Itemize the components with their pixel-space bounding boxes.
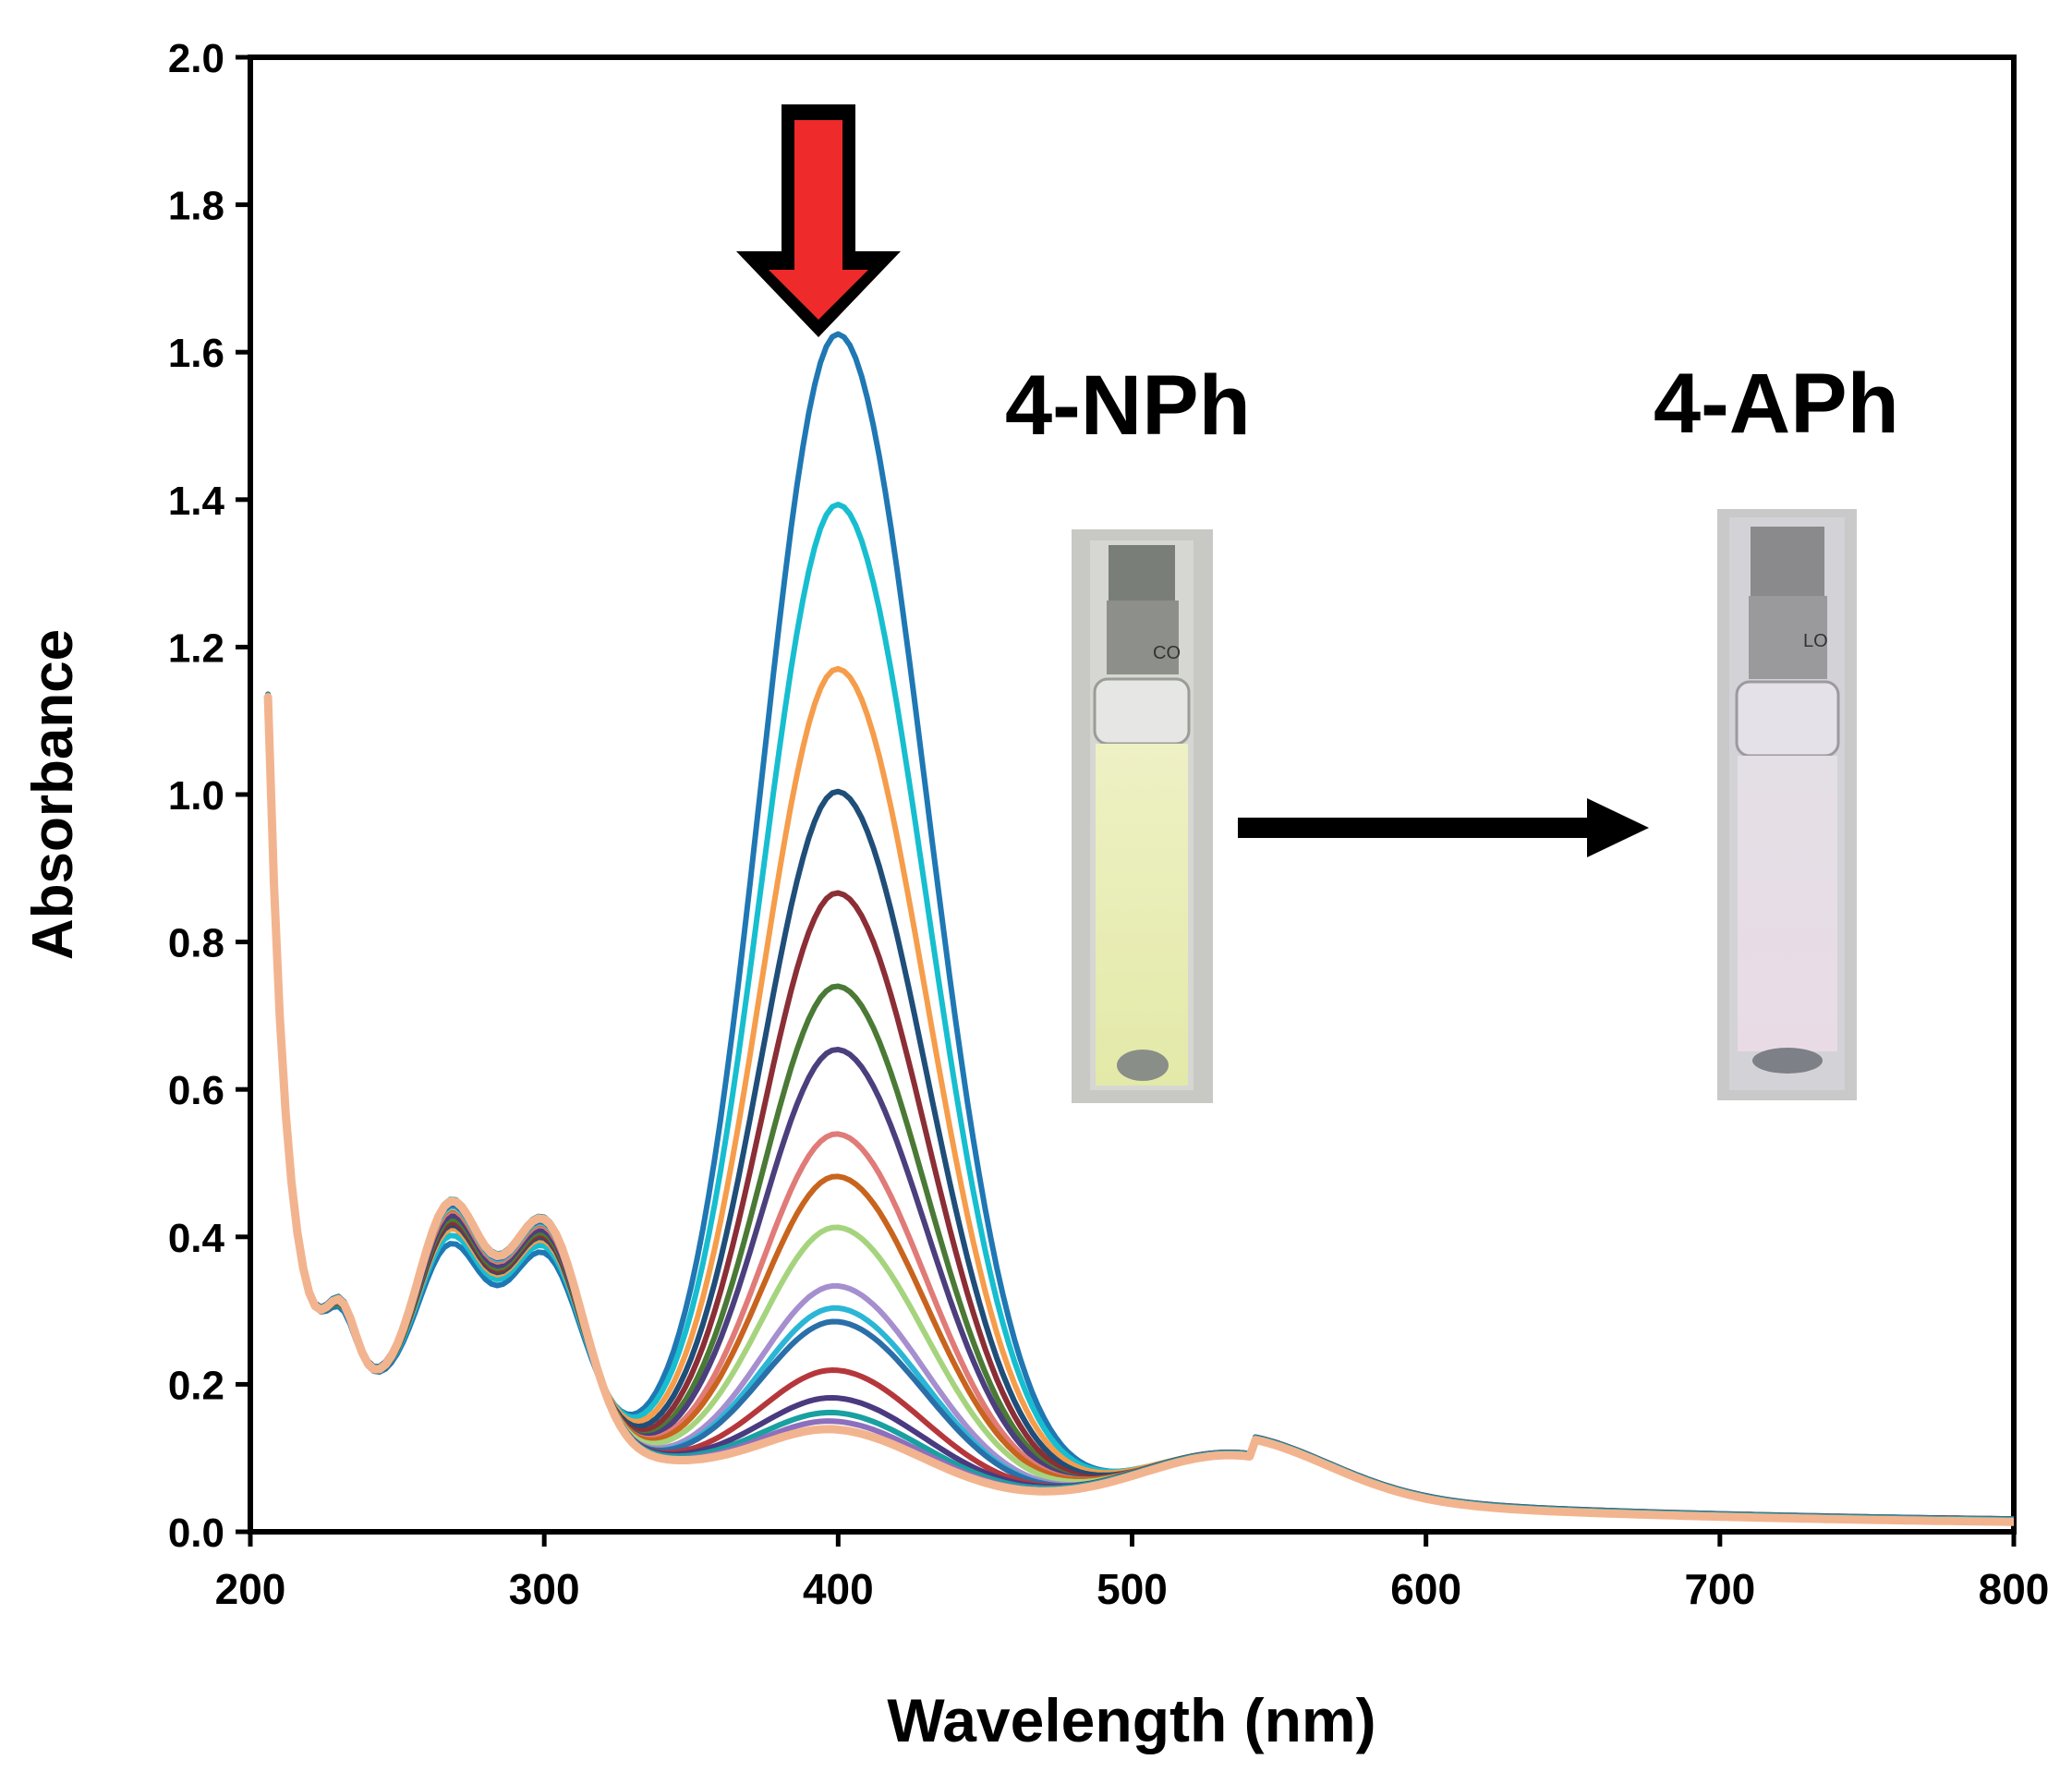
y-tick-label: 0.4 (168, 1216, 225, 1261)
x-tick-label: 300 (509, 1565, 580, 1613)
y-axis-ticks: 0.0 0.2 0.4 0.6 0.8 1.0 1.2 1.4 1.6 1.8 2.0 (168, 36, 250, 1556)
x-axis-ticks: 200 300 400 500 600 700 800 (215, 1532, 2050, 1613)
x-axis-title: Wavelength (nm) (887, 1686, 1375, 1754)
y-tick-label: 0.8 (168, 921, 224, 966)
y-tick-label: 2.0 (168, 36, 224, 81)
cuvette-4-nph-image: CO (1072, 529, 1213, 1103)
x-tick-label: 800 (1979, 1565, 2050, 1613)
decrease-arrow-icon (736, 104, 901, 337)
label-4-aph: 4-APh (1654, 357, 1899, 451)
y-tick-label: 0.0 (168, 1511, 224, 1556)
cuvette-4-aph-mark: LO (1803, 631, 1828, 651)
x-tick-label: 400 (803, 1565, 874, 1613)
x-tick-label: 700 (1684, 1565, 1755, 1613)
conversion-arrow-icon (1238, 798, 1649, 857)
spectrum-series-18 (263, 693, 2014, 1526)
y-tick-label: 1.8 (168, 184, 224, 229)
y-axis-title: Absorbance (21, 629, 85, 960)
spectra-series-group (263, 331, 2014, 1526)
y-tick-label: 0.2 (168, 1363, 224, 1408)
label-4-nph: 4-NPh (1005, 358, 1251, 453)
y-tick-label: 1.6 (168, 331, 224, 376)
cuvette-4-aph-image: LO (1717, 509, 1857, 1100)
x-tick-label: 200 (215, 1565, 286, 1613)
y-tick-label: 1.2 (168, 625, 224, 671)
y-tick-label: 1.4 (168, 479, 225, 524)
y-tick-label: 0.6 (168, 1068, 224, 1113)
cuvette-4-nph-mark: CO (1153, 643, 1181, 663)
x-tick-label: 600 (1390, 1565, 1461, 1613)
x-tick-label: 500 (1097, 1565, 1168, 1613)
y-tick-label: 1.0 (168, 773, 224, 819)
